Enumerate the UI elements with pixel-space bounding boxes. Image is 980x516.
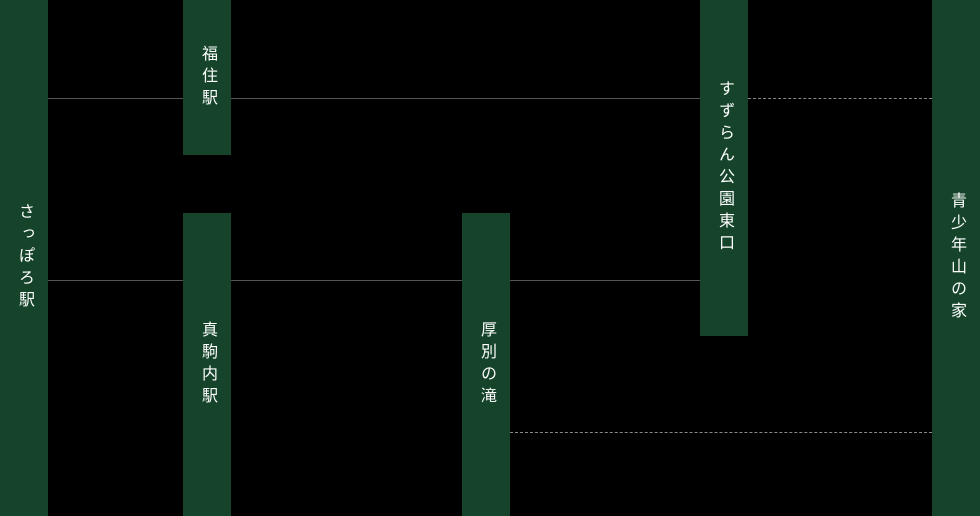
route-line	[48, 280, 183, 281]
route-line	[510, 280, 700, 281]
route-line	[231, 98, 700, 99]
station-fukuzumi: 福住駅	[183, 0, 231, 155]
station-sapporo: さっぽろ駅	[0, 0, 48, 516]
station-atsubetsu: 厚別の滝	[462, 213, 510, 516]
station-suzuran: すずらん公園東口	[700, 0, 748, 336]
route-line	[231, 280, 462, 281]
route-line-dashed	[748, 98, 932, 99]
route-diagram: さっぽろ駅 福住駅 真駒内駅 厚別の滝 すずらん公園東口 青少年山の家	[0, 0, 980, 516]
route-line-dashed	[510, 432, 932, 433]
route-line	[48, 98, 183, 99]
station-seishonen: 青少年山の家	[932, 0, 980, 516]
station-makomanai: 真駒内駅	[183, 213, 231, 516]
